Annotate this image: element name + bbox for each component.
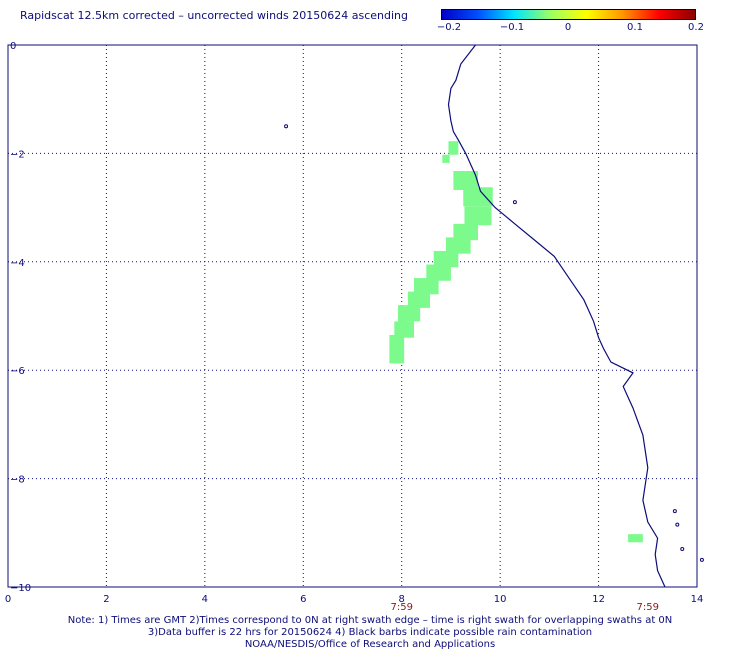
x-tick-label: 0	[5, 594, 11, 605]
swath-cell	[442, 154, 450, 163]
swath-cell	[394, 321, 415, 338]
x-tick-label: 10	[494, 594, 507, 605]
axis-ticks: 0 2 4 6 8 10 12 14 0 −2 −4 −6 −8 −10	[5, 41, 704, 605]
island-marker	[675, 522, 680, 527]
x-tick-label: 12	[592, 594, 605, 605]
y-tick-label: −10	[10, 583, 31, 594]
swath-cell	[453, 223, 478, 241]
swath-cell	[433, 250, 459, 268]
swath-cell	[407, 291, 431, 308]
colorbar-label-3: 0	[564, 22, 572, 33]
note-line-1: Note: 1) Times are GMT 2)Times correspon…	[67, 615, 673, 626]
plot-frame	[7, 44, 698, 588]
chart-title: Rapidscat 12.5km corrected – uncorrected…	[20, 9, 409, 22]
swath-cell	[463, 187, 493, 207]
x-tick-label: 14	[691, 594, 704, 605]
y-tick-label: −4	[10, 258, 25, 269]
swath-cell	[628, 534, 643, 543]
colorbar-label-5: 0.2	[688, 22, 704, 33]
x-tick-label: 2	[103, 594, 109, 605]
island-marker	[699, 557, 704, 562]
swath-cell	[389, 349, 405, 364]
swath-cell	[446, 237, 471, 254]
island-marker	[284, 124, 289, 129]
note-line-3: NOAA/NESDIS/Office of Research and Appli…	[244, 639, 496, 650]
y-tick-label: 0	[10, 41, 16, 52]
coastline-path	[447, 44, 666, 588]
colorbar-label-2: −0.1	[499, 22, 525, 33]
island-marker	[512, 200, 517, 205]
swath-cell	[414, 278, 439, 295]
swath-cells	[389, 141, 643, 543]
swath-cell	[453, 171, 478, 190]
colorbar-label-4: 0.1	[627, 22, 643, 33]
x-tick-label: 4	[202, 594, 208, 605]
colorbar-label-1: −0.2	[436, 22, 462, 33]
grid-lines	[7, 45, 698, 587]
swath-time-label: 7:59	[637, 602, 659, 613]
swath-times: 7:59 7:59	[390, 602, 659, 613]
y-tick-label: −6	[10, 366, 25, 377]
swath-time-label: 7:59	[390, 602, 412, 613]
swath-cell	[448, 141, 459, 155]
swath-cell	[389, 334, 405, 352]
y-tick-label: −8	[10, 475, 25, 486]
colorbar	[441, 9, 696, 20]
note-line-2: 3)Data buffer is 22 hrs for 20150624 4) …	[147, 627, 593, 638]
island-marker	[680, 547, 685, 552]
swath-cell	[398, 305, 421, 322]
swath-cell	[426, 264, 451, 281]
y-tick-label: −2	[10, 149, 25, 160]
swath-cell	[464, 206, 492, 226]
island-marker	[672, 509, 677, 514]
x-tick-label: 8	[399, 594, 405, 605]
coastline	[284, 44, 704, 588]
x-tick-label: 6	[300, 594, 306, 605]
